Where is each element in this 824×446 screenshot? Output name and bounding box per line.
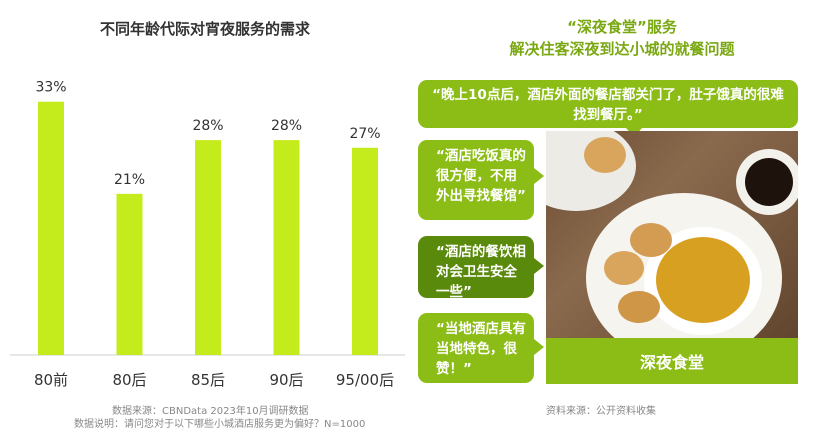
value-label-2: 28% <box>192 118 223 134</box>
category-label-0: 80前 <box>34 371 68 389</box>
biscuit-shape <box>618 291 660 323</box>
panel-subtitle: 解决住客深夜到达小城的就餐问题 <box>509 40 735 58</box>
material-source-note: 资料来源：公开资料收集 <box>546 406 656 417</box>
bar-2 <box>195 140 221 355</box>
bar-1 <box>116 193 143 355</box>
quote-bubble-hygiene: “酒店的餐饮相对会卫生安全一些” <box>418 236 534 300</box>
quote-bubble-top: “晚上10点后，酒店外面的餐店都关门了，肚子饿真的很难找到餐厅。” <box>418 80 798 128</box>
quote-bubble-convenient: “酒店吃饭真的很方便，不用外出寻找餐馆” <box>418 140 534 220</box>
data-description-note: 数据说明：请问您对于以下哪些小城酒店服务更为偏好？N=1000 <box>74 419 366 430</box>
biscuit-shape <box>604 251 644 285</box>
bar-chart: 33% 80前 21% 80后 28% 85后 28% 90后 27% 95/00后 <box>10 80 405 389</box>
coffee-shape <box>745 158 793 206</box>
value-label-4: 27% <box>349 126 380 142</box>
late-night-food-photo: 深夜食堂 <box>546 131 798 384</box>
bar-4 <box>352 147 378 355</box>
quote-bubble-convenient-tail <box>534 168 544 184</box>
panel-title: “深夜食堂”服务 <box>567 18 677 36</box>
bar-3 <box>273 140 300 355</box>
quote-bubble-local-flavor-tail <box>534 339 544 355</box>
quote-bubble-hygiene-tail <box>534 258 544 274</box>
category-label-2: 85后 <box>191 371 225 389</box>
value-label-1: 21% <box>114 172 145 188</box>
biscuit-shape <box>630 223 672 257</box>
chart-title: 不同年龄代际对宵夜服务的需求 <box>99 20 310 38</box>
quote-bubble-local-flavor: “当地酒店具有当地特色，很赞！” <box>418 313 534 383</box>
data-source-note: 数据来源：CBNData 2023年10月调研数据 <box>112 406 309 417</box>
bar-0 <box>38 101 64 355</box>
category-label-4: 95/00后 <box>336 371 394 389</box>
biscuit-shape <box>584 137 626 173</box>
value-label-3: 28% <box>271 118 302 134</box>
category-label-1: 80后 <box>112 371 146 389</box>
photo-caption: 深夜食堂 <box>546 338 798 384</box>
soup-shape <box>656 237 750 323</box>
value-label-0: 33% <box>35 80 66 96</box>
category-label-3: 90后 <box>269 371 303 389</box>
